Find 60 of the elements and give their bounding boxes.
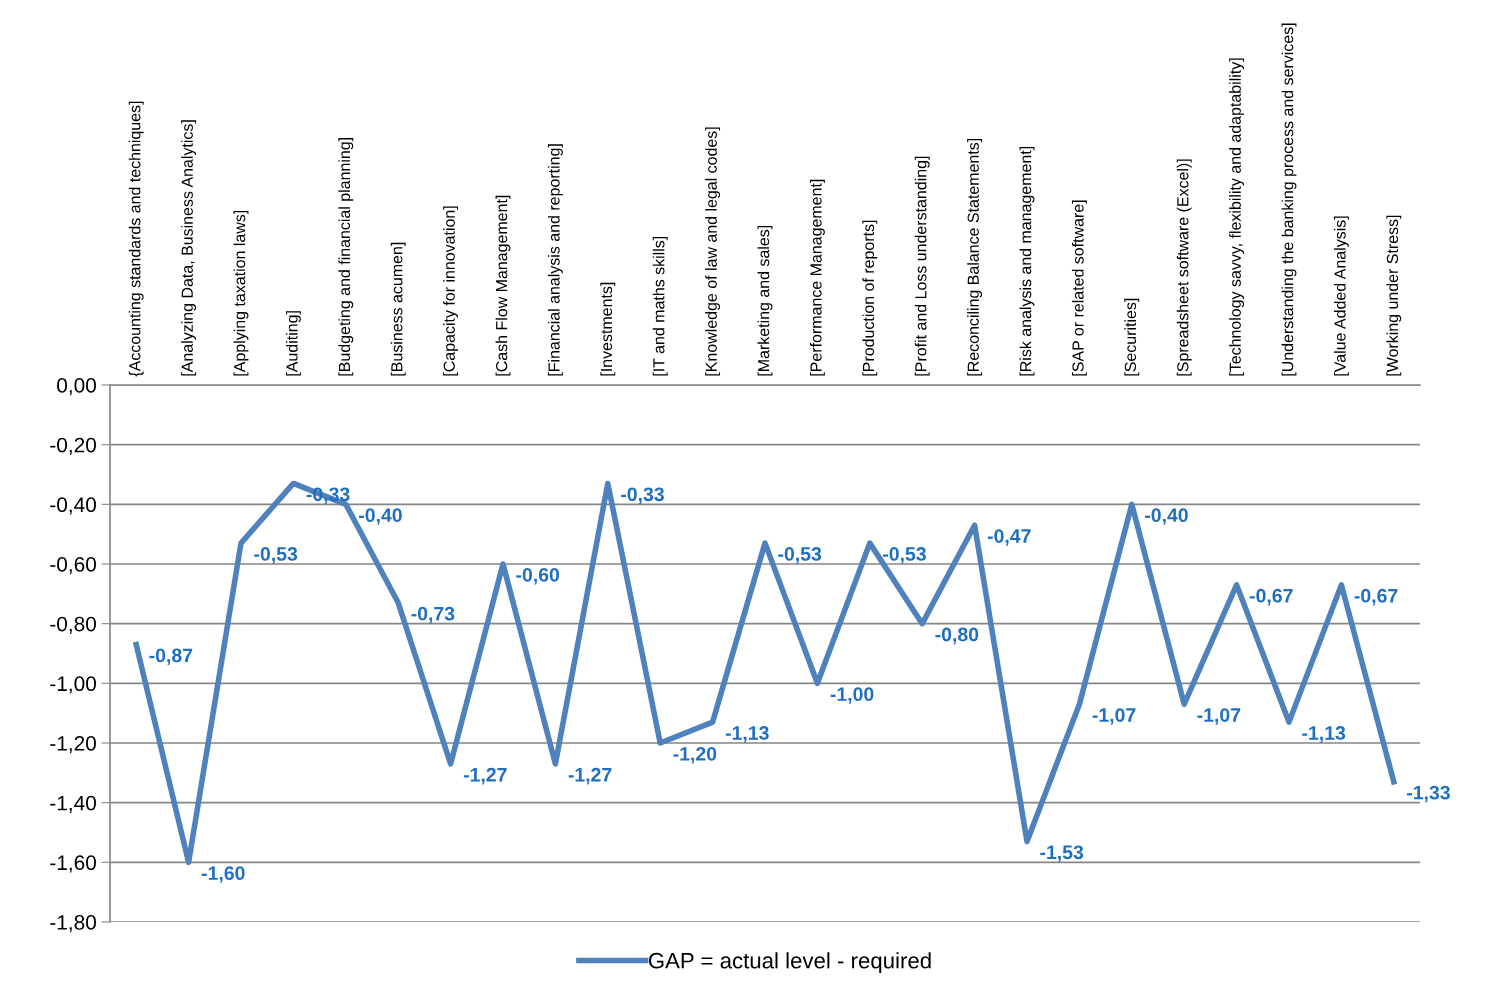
data-label: -0,53 [778, 547, 822, 564]
x-tick-label: [Risk analysis and management] [1019, 146, 1035, 376]
data-label: -1,27 [568, 767, 612, 785]
x-tick-label: {Accounting standards and techniques] [128, 101, 144, 377]
data-label: -0,67 [1249, 588, 1293, 606]
data-label: -0,40 [1145, 508, 1188, 525]
y-tick-label: -0,80 [50, 616, 96, 634]
x-tick-label: [Financial analysis and reporting] [547, 144, 563, 376]
data-label: -0,53 [883, 547, 926, 564]
x-tick-label: [Working under Stress] [1386, 215, 1402, 376]
y-tick-label: -0,20 [50, 437, 96, 455]
x-tick-label: [Cash Flow Management] [495, 195, 511, 376]
data-label: -1,00 [830, 687, 874, 704]
x-tick-label: [Budgeting and financial planning] [338, 138, 354, 376]
data-label: -1,07 [1197, 708, 1241, 725]
x-tick-label: [Knowledge of law and legal codes] [705, 127, 721, 376]
x-tick-label: [Spreadsheet software (Excel)] [1176, 159, 1192, 376]
x-tick-label: [Understanding the banking process and services] [1281, 23, 1297, 376]
x-tick-label: [SAP or related software] [1071, 200, 1087, 376]
x-tick-label: [Analyzing Data, Business Analytics] [181, 120, 197, 376]
data-label: -0,33 [621, 487, 664, 504]
y-tick-label: -0,60 [50, 557, 96, 575]
data-label: -0,73 [411, 606, 455, 624]
x-tick-label: [Production of reports] [862, 220, 878, 376]
data-label: -0,53 [254, 547, 298, 564]
y-tick-label: 0,00 [57, 378, 96, 396]
x-tick-label: [Reconciling Balance Statements] [967, 138, 983, 376]
data-label: -1,13 [1302, 726, 1346, 743]
data-label: -0,40 [359, 508, 402, 525]
data-label: -0,87 [149, 648, 193, 666]
y-tick-label: -1,80 [50, 915, 96, 933]
x-tick-label: [Capacity for innovation] [443, 206, 459, 376]
x-tick-label: [Performance Management] [809, 179, 825, 376]
x-tick-label: [Securities] [1124, 298, 1140, 376]
x-tick-label: [Business acumen] [390, 242, 406, 376]
legend-label: GAP = actual level - required [648, 952, 931, 973]
x-tick-label: [Value Added Analysis] [1333, 216, 1349, 376]
x-tick-label: [Investments] [600, 282, 616, 376]
data-label: -0,47 [987, 529, 1031, 546]
data-label: -0,67 [1354, 588, 1398, 606]
data-label: -0,80 [935, 627, 979, 645]
data-label: -1,27 [463, 767, 507, 785]
x-tick-label: [Auditing] [285, 311, 301, 376]
data-label: -0,60 [516, 567, 560, 585]
y-tick-label: -0,40 [50, 497, 96, 515]
data-label: -1,33 [1407, 785, 1450, 803]
data-label: -1,07 [1092, 708, 1136, 725]
y-tick-label: -1,60 [50, 855, 96, 873]
y-tick-label: -1,40 [50, 795, 96, 813]
x-tick-label: [IT and maths skills] [652, 236, 668, 376]
data-label: -1,53 [1040, 845, 1084, 862]
x-tick-label: [Profit and Loss understanding] [914, 156, 930, 376]
data-label: -1,20 [673, 746, 717, 764]
x-tick-label: [Applying taxation laws] [233, 210, 249, 376]
x-tick-label: [Marketing and sales] [757, 225, 773, 376]
x-tick-label: [Technology savvy, flexibility and adaptability] [1229, 58, 1245, 376]
y-tick-label: -1,00 [50, 676, 96, 694]
data-label: -1,13 [725, 726, 769, 743]
y-tick-label: -1,20 [50, 736, 96, 754]
data-label: -1,60 [201, 866, 245, 883]
